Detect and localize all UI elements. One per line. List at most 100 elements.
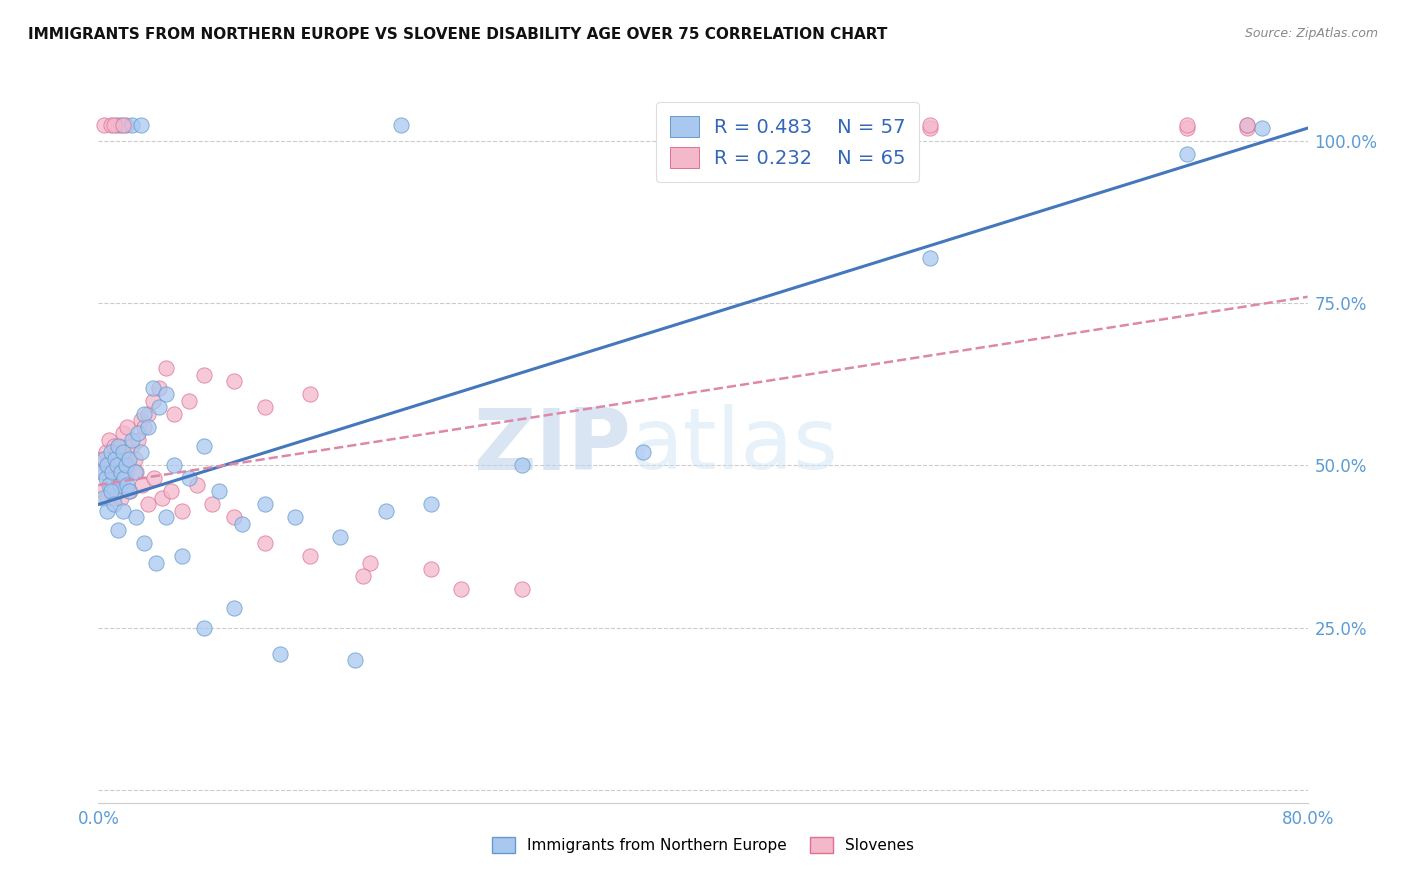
Point [329, 530, 352, 544]
Point [107, 524, 129, 538]
Point [132, 419, 155, 434]
Point [124, 465, 146, 479]
Point [101, 465, 124, 479]
Point [90, 452, 112, 467]
Point [631, 445, 654, 459]
Point [201, 497, 224, 511]
Point [112, 465, 135, 479]
Point [103, 497, 125, 511]
Point [103, 491, 125, 505]
Point [450, 582, 472, 596]
Point [127, 433, 149, 447]
Point [224, 374, 246, 388]
Point [110, 465, 132, 479]
Point [93, 465, 115, 479]
Point [93, 452, 115, 467]
Point [104, 458, 127, 473]
Point [98, 478, 121, 492]
Point [121, 439, 143, 453]
Point [1236, 118, 1258, 132]
Point [253, 536, 276, 550]
Point [163, 458, 186, 473]
Point [224, 601, 246, 615]
Point [1251, 121, 1274, 136]
Point [118, 458, 141, 473]
Point [96, 504, 118, 518]
Point [420, 497, 443, 511]
Point [114, 465, 136, 479]
Point [1236, 118, 1258, 132]
Point [111, 445, 134, 459]
Point [100, 478, 122, 492]
Point [142, 381, 165, 395]
Point [389, 118, 412, 132]
Point [96, 491, 118, 505]
Point [114, 445, 136, 459]
Point [132, 407, 155, 421]
Point [110, 118, 132, 132]
Point [112, 471, 135, 485]
Point [110, 452, 132, 467]
Point [136, 407, 159, 421]
Point [170, 504, 193, 518]
Point [121, 433, 143, 447]
Point [103, 484, 125, 499]
Point [98, 433, 121, 447]
Point [103, 439, 125, 453]
Point [111, 425, 134, 440]
Point [115, 478, 138, 492]
Point [107, 439, 129, 453]
Point [94, 471, 117, 485]
Point [129, 118, 152, 132]
Point [155, 510, 177, 524]
Point [125, 510, 148, 524]
Point [108, 478, 131, 492]
Point [131, 478, 153, 492]
Point [299, 549, 322, 564]
Point [163, 407, 186, 421]
Point [142, 393, 165, 408]
Point [1175, 147, 1198, 161]
Point [127, 425, 149, 440]
Point [918, 118, 941, 132]
Point [100, 118, 122, 132]
Point [96, 458, 118, 473]
Point [299, 387, 322, 401]
Point [136, 419, 159, 434]
Text: Source: ZipAtlas.com: Source: ZipAtlas.com [1244, 27, 1378, 40]
Point [208, 484, 231, 499]
Point [420, 562, 443, 576]
Point [179, 471, 201, 485]
Point [510, 458, 533, 473]
Point [148, 381, 170, 395]
Text: atlas: atlas [630, 404, 838, 488]
Point [374, 504, 396, 518]
Point [193, 621, 215, 635]
Point [104, 452, 127, 467]
Point [193, 439, 215, 453]
Point [100, 484, 122, 499]
Point [129, 413, 152, 427]
Point [105, 445, 128, 459]
Text: ZIP: ZIP [472, 404, 630, 488]
Point [100, 445, 122, 459]
Point [186, 478, 208, 492]
Point [129, 445, 152, 459]
Point [111, 504, 134, 518]
Point [110, 491, 132, 505]
Point [253, 497, 276, 511]
Point [1175, 121, 1198, 136]
Point [136, 497, 159, 511]
Point [90, 465, 112, 479]
Point [344, 653, 367, 667]
Point [91, 484, 114, 499]
Point [105, 471, 128, 485]
Point [510, 582, 533, 596]
Point [118, 484, 141, 499]
Point [1175, 118, 1198, 132]
Point [120, 484, 142, 499]
Point [360, 556, 382, 570]
Point [124, 452, 146, 467]
Point [132, 536, 155, 550]
Point [103, 118, 125, 132]
